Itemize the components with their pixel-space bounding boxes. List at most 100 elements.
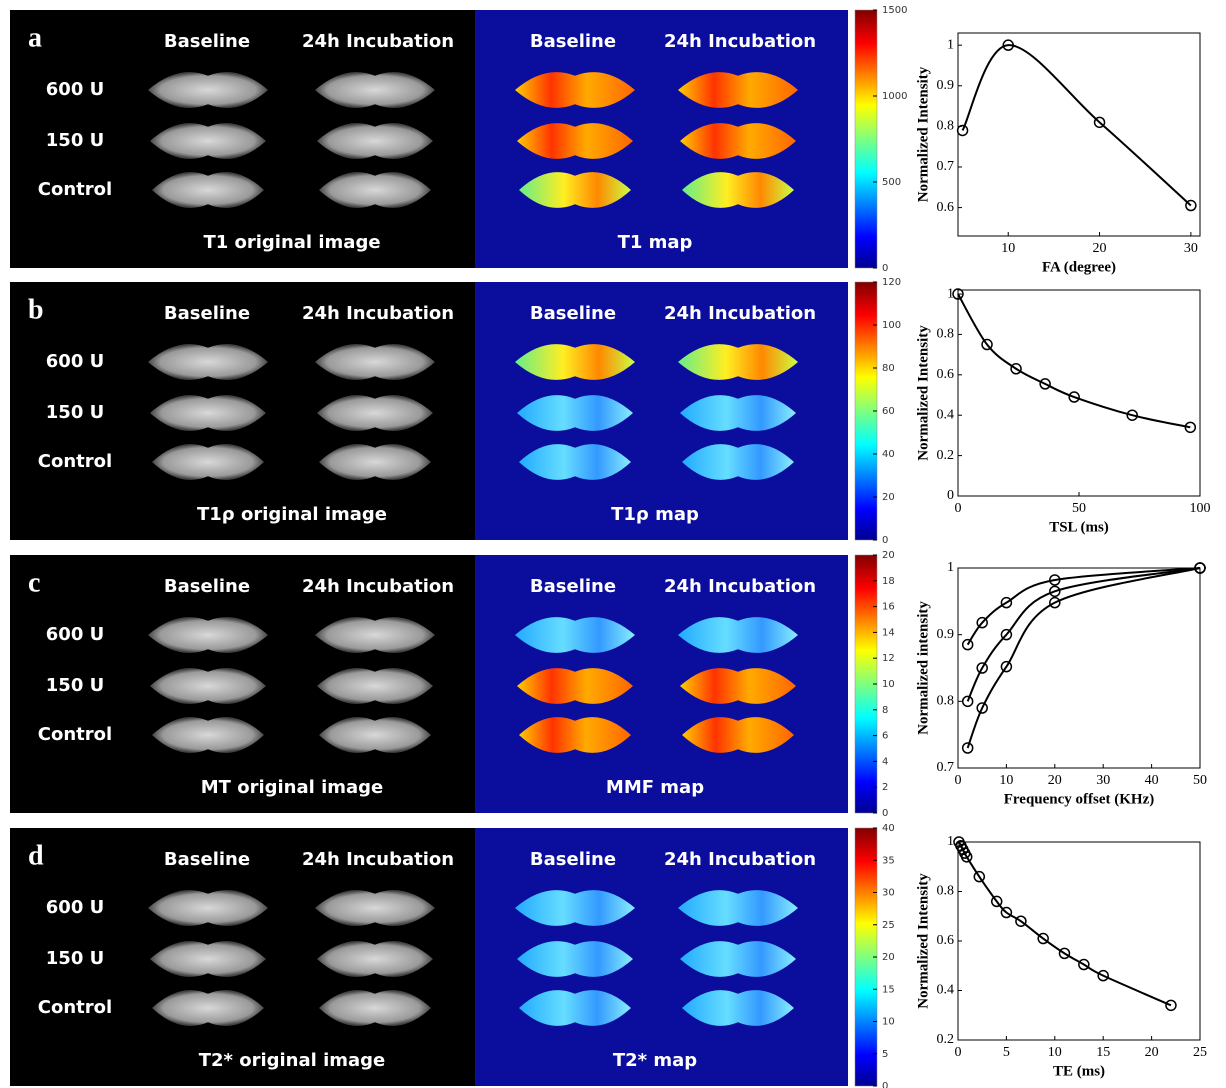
row-label: Control [38, 179, 112, 200]
x-tick-label: 10 [1048, 1045, 1062, 1060]
row-label: 150 U [46, 130, 104, 151]
column-header: 24h Incubation [302, 576, 454, 597]
column-header: Baseline [530, 576, 616, 597]
y-tick-label: 1 [947, 37, 954, 52]
x-tick-label: 20 [1048, 773, 1062, 788]
x-tick-label: 100 [1190, 501, 1211, 516]
y-axis-label: Normalized Intensity [915, 325, 931, 461]
y-tick-label: 0.9 [937, 78, 955, 93]
row-label: Control [38, 724, 112, 745]
column-header: Baseline [164, 31, 250, 52]
colorbar-tick-label: 4 [882, 756, 888, 767]
x-tick-label: 50 [1072, 501, 1086, 516]
colorbar-tick-label: 0 [882, 535, 888, 546]
colorbar-tick-label: 2 [882, 782, 888, 793]
column-header: 24h Incubation [664, 576, 816, 597]
panel-letter: c [28, 567, 40, 598]
colorbar-tick-label: 1500 [882, 5, 907, 16]
colorbar-tick-label: 80 [882, 363, 895, 374]
x-tick-label: 25 [1193, 1045, 1207, 1060]
colorbar-tick-label: 16 [882, 602, 895, 613]
y-tick-label: 0.2 [937, 448, 955, 463]
colorbar-tick-label: 0 [882, 808, 888, 819]
colorbar-tick-label: 40 [882, 823, 895, 834]
y-tick-label: 1 [947, 834, 954, 849]
plot-frame [958, 568, 1200, 768]
colorbar-tick-label: 10 [882, 679, 895, 690]
colorbar-tick-label: 14 [882, 627, 895, 638]
row-label: 150 U [46, 675, 104, 696]
colorbar [855, 10, 877, 268]
column-header: 24h Incubation [664, 849, 816, 870]
column-header: 24h Incubation [302, 303, 454, 324]
x-tick-label: 50 [1193, 773, 1207, 788]
caption: T1ρ original image [197, 504, 387, 525]
figure: a Baseline 24h Incubation Baseline 24h Incub… [0, 0, 1226, 1088]
colorbar-tick-label: 20 [882, 550, 895, 561]
x-axis-label: Frequency offset (KHz) [1004, 791, 1155, 807]
x-tick-label: 5 [1003, 1045, 1010, 1060]
panel-letter: b [28, 294, 44, 325]
x-tick-label: 20 [1145, 1045, 1159, 1060]
x-tick-label: 10 [1001, 241, 1015, 256]
colorbar-tick-label: 120 [882, 277, 901, 288]
caption: T1 original image [203, 232, 380, 253]
x-tick-label: 15 [1096, 1045, 1110, 1060]
caption: T1 map [618, 232, 693, 253]
colorbar-tick-label: 18 [882, 576, 895, 587]
line [963, 45, 1191, 205]
y-axis-label: Normalized Intensity [915, 873, 931, 1009]
colorbar-tick-label: 1000 [882, 91, 907, 102]
line [968, 568, 1200, 748]
column-header: 24h Incubation [664, 31, 816, 52]
x-axis-label: TSL (ms) [1049, 519, 1109, 535]
row-label: 600 U [46, 79, 104, 100]
y-tick-label: 0.7 [937, 159, 955, 174]
column-header: Baseline [164, 576, 250, 597]
column-header: Baseline [530, 31, 616, 52]
column-header: Baseline [530, 303, 616, 324]
colorbar-tick-label: 100 [882, 320, 901, 331]
x-tick-label: 0 [955, 773, 962, 788]
row-label: 150 U [46, 402, 104, 423]
y-tick-label: 0.8 [937, 327, 955, 342]
y-tick-label: 0.8 [937, 119, 955, 134]
y-tick-label: 0.6 [937, 933, 955, 948]
column-header: 24h Incubation [302, 31, 454, 52]
caption: T1ρ map [611, 504, 699, 525]
y-tick-label: 0.4 [937, 983, 955, 998]
y-tick-label: 1 [947, 560, 954, 575]
y-tick-label: 1 [947, 286, 954, 301]
y-axis-label: Normalized Intensity [915, 66, 931, 202]
colorbar-tick-label: 35 [882, 855, 895, 866]
colorbar-tick-label: 6 [882, 731, 888, 742]
page: {"panels": [ {"letter": "a", "left": {"h… [0, 0, 1226, 1088]
colorbar-tick-label: 12 [882, 653, 895, 664]
plot-frame [958, 842, 1200, 1040]
x-tick-label: 30 [1096, 773, 1110, 788]
line [958, 294, 1190, 427]
colorbar-tick-label: 5 [882, 1049, 888, 1060]
column-header: 24h Incubation [302, 849, 454, 870]
x-axis-label: TE (ms) [1053, 1063, 1105, 1079]
colorbar-tick-label: 40 [882, 449, 895, 460]
row-label: 600 U [46, 351, 104, 372]
x-axis-label: FA (degree) [1042, 259, 1116, 275]
y-tick-label: 0 [947, 488, 954, 503]
panel-letter: d [28, 840, 44, 871]
caption: T2* map [613, 1050, 697, 1071]
column-header: Baseline [530, 849, 616, 870]
colorbar-tick-label: 25 [882, 920, 895, 931]
line [959, 842, 1171, 1005]
x-tick-label: 0 [955, 1045, 962, 1060]
plot-frame [958, 33, 1200, 236]
column-header: 24h Incubation [664, 303, 816, 324]
panel-letter: a [28, 22, 42, 53]
y-tick-label: 0.7 [937, 760, 955, 775]
x-tick-label: 0 [955, 501, 962, 516]
y-tick-label: 0.9 [937, 627, 955, 642]
column-header: Baseline [164, 303, 250, 324]
line [968, 568, 1200, 701]
colorbar-tick-label: 20 [882, 492, 895, 503]
y-tick-label: 0.4 [937, 407, 955, 422]
